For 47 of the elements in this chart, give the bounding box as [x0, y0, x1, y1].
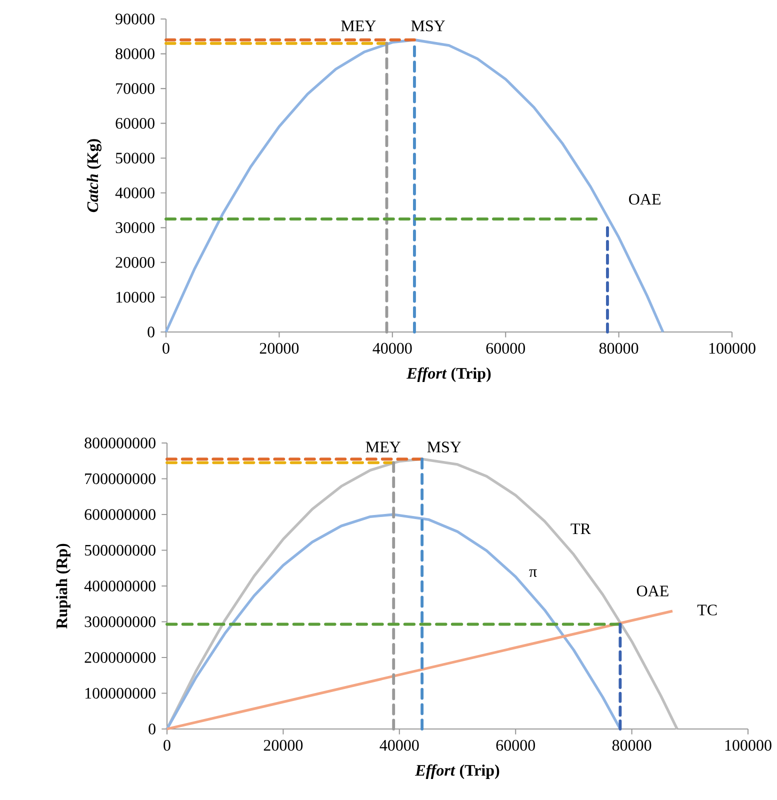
- x-tick-label: 80000: [612, 740, 652, 751]
- y-tick-label: 60000: [116, 118, 154, 129]
- annotation: MSY: [411, 20, 445, 32]
- y-tick-label: 800000000: [84, 438, 156, 448]
- x-axis-title: Effort (Trip): [414, 764, 499, 780]
- x-tick-label: 60000: [496, 740, 535, 751]
- x-tick-label: 100000: [709, 342, 756, 354]
- y-tick-label: 90000: [115, 14, 154, 24]
- annotation: MSY: [427, 442, 461, 452]
- x-tick-label: 100000: [725, 740, 772, 751]
- y-tick-label: 400000000: [84, 580, 156, 592]
- y-tick-label: 50000: [116, 152, 154, 164]
- line-series: [164, 38, 664, 334]
- y-axis-title: Catch (Kg): [86, 139, 102, 212]
- y-tick-label: 300000000: [84, 616, 156, 628]
- annotation: TC: [697, 604, 717, 616]
- line-series: [166, 458, 678, 730]
- x-tick-label: 80000: [599, 342, 638, 354]
- x-tick-label: 40000: [380, 740, 419, 751]
- y-tick-label: 0: [148, 326, 154, 338]
- y-tick-label: 80000: [116, 48, 154, 60]
- y-tick-label: 200000000: [84, 652, 156, 663]
- y-axis-title: Rupiah (Rp): [56, 544, 70, 629]
- y-tick-label: 100000000: [85, 688, 156, 699]
- y-tick-label: 0: [148, 724, 156, 734]
- y-tick-label: 10000: [116, 292, 154, 303]
- annotation: OAE: [628, 194, 660, 205]
- x-tick-label: 20000: [260, 342, 298, 354]
- annotation: π: [529, 569, 537, 577]
- y-tick-label: 40000: [115, 187, 154, 198]
- y-tick-label: 500000000: [84, 544, 156, 556]
- x-tick-label: 20000: [264, 740, 302, 751]
- y-tick-label: 20000: [116, 257, 154, 268]
- y-tick-label: 70000: [116, 83, 154, 94]
- x-axis-title: Effort (Trip): [406, 367, 490, 382]
- x-tick-label: 0: [162, 342, 170, 354]
- y-tick-label: 600000000: [84, 509, 156, 520]
- x-tick-label: 60000: [486, 342, 525, 354]
- annotation: OAE: [636, 586, 668, 596]
- x-tick-label: 0: [163, 740, 170, 751]
- annotation: TR: [570, 524, 591, 534]
- line-series: [166, 513, 622, 730]
- annotation: MEY: [340, 20, 376, 32]
- y-tick-label: 700000000: [84, 473, 156, 484]
- x-tick-label: 40000: [372, 342, 412, 354]
- annotation: MEY: [366, 442, 400, 452]
- y-tick-label: 30000: [116, 222, 154, 234]
